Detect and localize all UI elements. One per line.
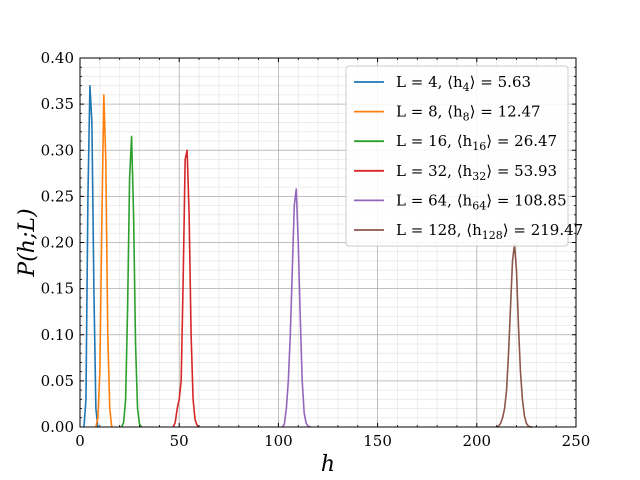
legend-label: L = 8, ⟨h8⟩ = 12.47 — [396, 103, 541, 124]
x-axis-label: h — [321, 452, 335, 477]
y-tick-label: 0.15 — [41, 280, 74, 298]
legend-label: L = 16, ⟨h16⟩ = 26.47 — [396, 132, 557, 153]
x-tick-label: 50 — [170, 432, 189, 450]
y-tick-label: 0.30 — [41, 141, 74, 159]
legend-label: L = 32, ⟨h32⟩ = 53.93 — [396, 162, 557, 183]
x-tick-label: 200 — [462, 432, 491, 450]
x-tick-label: 150 — [363, 432, 392, 450]
y-tick-label: 0.05 — [41, 372, 74, 390]
legend: L = 4, ⟨h4⟩ = 5.63 L = 8, ⟨h8⟩ = 12.47 L =… — [345, 65, 583, 247]
x-tick-label: 100 — [264, 432, 293, 450]
tick-labels: 0 50 100 150 200 250 0.00 0.05 0.10 0.15 0.20 0.25 0… — [41, 49, 591, 450]
legend-label: L = 4, ⟨h4⟩ = 5.63 — [396, 73, 531, 94]
y-tick-label: 0.40 — [41, 49, 74, 67]
series-line-2 — [95, 94, 113, 428]
y-tick-label: 0.25 — [41, 187, 74, 205]
series-line-3 — [120, 135, 143, 428]
y-tick-label: 0.10 — [41, 326, 74, 344]
series-line-5 — [281, 188, 311, 428]
series-line-1 — [83, 84, 99, 428]
legend-label: L = 64, ⟨h64⟩ = 108.85 — [396, 191, 567, 212]
series-line-4 — [172, 149, 200, 428]
y-tick-label: 0.35 — [41, 95, 74, 113]
x-tick-label: 0 — [75, 432, 85, 450]
y-tick-label: 0.20 — [41, 234, 74, 252]
x-tick-label: 250 — [562, 432, 591, 450]
plot-frame — [79, 57, 577, 428]
y-tick-label: 0.00 — [41, 418, 74, 436]
y-axis-label: P(h;L) — [15, 208, 40, 277]
legend-box — [345, 65, 569, 247]
legend-label: L = 128, ⟨h128⟩ = 219.47 — [396, 221, 583, 242]
